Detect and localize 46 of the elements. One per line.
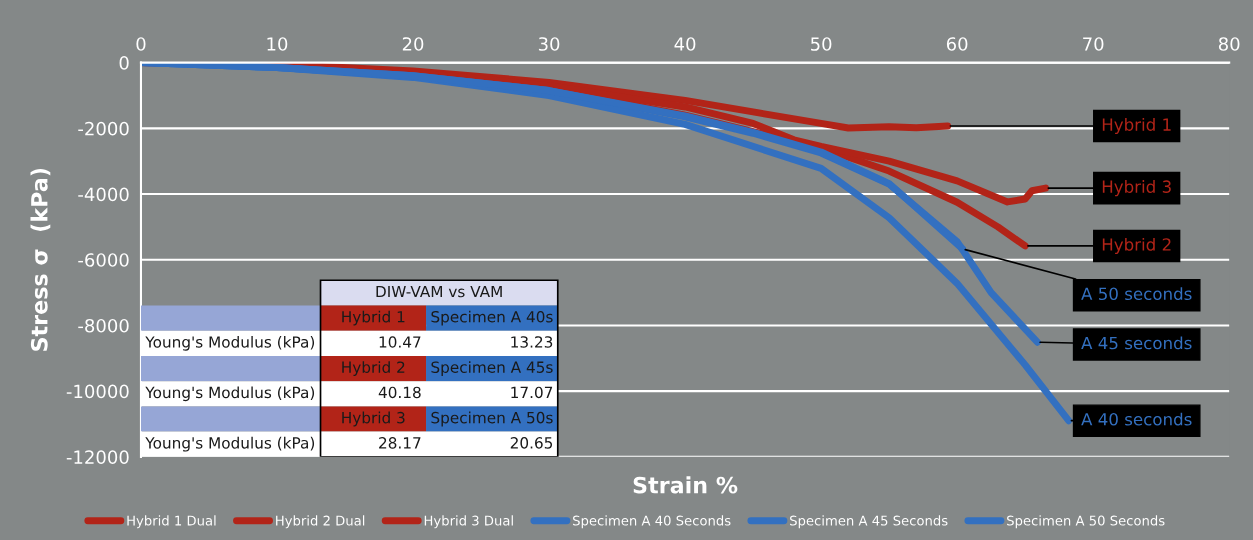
y-tick-label: -12000: [66, 450, 129, 464]
annotation: A 45 seconds: [1081, 336, 1192, 350]
legend-label: Hybrid 1 Dual: [127, 515, 216, 529]
y-tick-label: -4000: [78, 187, 129, 202]
y-axis-title: Stress σ (kPa): [30, 168, 51, 351]
annotation: Specimen A 50s: [431, 411, 553, 427]
annotation: Specimen A 45s: [431, 361, 553, 376]
annotation: A 40 seconds: [1081, 412, 1192, 426]
annotation: 40.18: [378, 386, 421, 399]
legend-label: Hybrid 2 Dual: [276, 515, 365, 529]
annotation: Young's Modulus (kPa): [145, 386, 315, 402]
annotation: 10.47: [379, 336, 421, 348]
x-tick-label: 10: [267, 37, 288, 51]
legend-label: Specimen A 50 Seconds: [1007, 515, 1165, 529]
annotation: DIW-VAM vs VAM: [376, 285, 502, 298]
annotation: 17.07: [511, 386, 553, 399]
legend-label: Specimen A 40 Seconds: [573, 515, 731, 529]
annotation: 13.23: [511, 336, 553, 348]
annotation: 20.65: [510, 437, 553, 449]
y-tick-label: 0: [119, 56, 129, 70]
annotation: Hybrid 2: [342, 361, 405, 376]
annotation: A 50 seconds: [1081, 287, 1192, 301]
annotation: Young's Modulus (kPa): [145, 335, 315, 351]
y-tick-label: -6000: [78, 253, 129, 267]
y-tick-label: -10000: [66, 384, 129, 399]
x-tick-label: 20: [402, 37, 424, 51]
annotation: Specimen A 40s: [431, 310, 553, 326]
annotation: Hybrid 2: [1102, 237, 1171, 255]
x-tick-label: 30: [538, 37, 560, 51]
y-tick-label: -8000: [78, 318, 129, 333]
legend-label: Specimen A 45 Seconds: [790, 515, 948, 529]
x-tick-label: 0: [136, 37, 146, 51]
annotation: 28.17: [379, 437, 421, 449]
annotation: Hybrid 1: [342, 310, 405, 326]
x-tick-label: 50: [811, 37, 832, 51]
annotation: Young's Modulus (kPa): [145, 436, 315, 452]
annotation: Hybrid 3: [1102, 180, 1171, 197]
x-tick-label: 40: [674, 37, 696, 51]
x-axis-title: Strain %: [633, 476, 738, 494]
legend-label: Hybrid 3 Dual: [424, 515, 513, 529]
annotation: Hybrid 3: [342, 411, 405, 427]
x-tick-label: 60: [946, 37, 968, 51]
y-tick-label: -2000: [78, 121, 129, 136]
x-tick-label: 80: [1218, 37, 1240, 51]
annotation: Hybrid 1: [1102, 117, 1171, 135]
x-tick-label: 70: [1083, 37, 1104, 51]
